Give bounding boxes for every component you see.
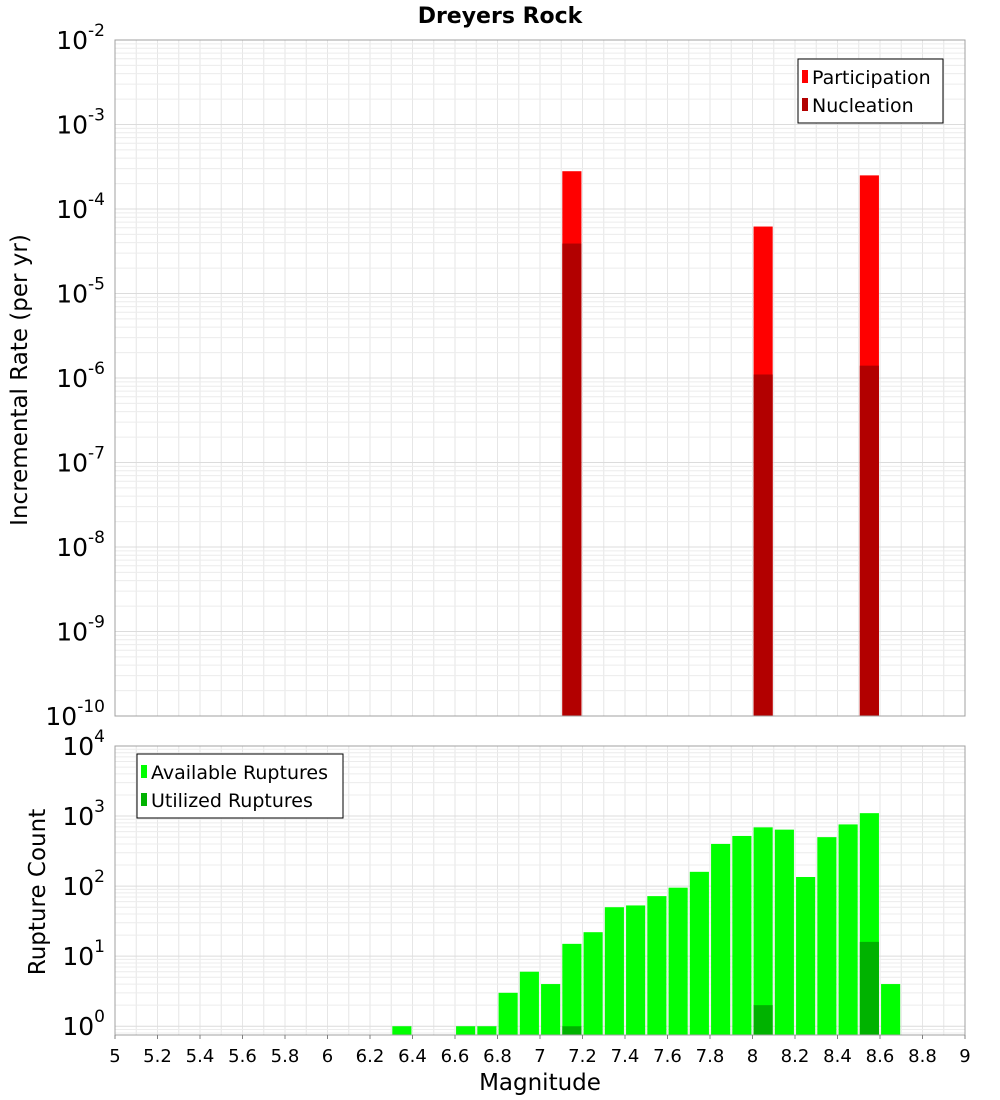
bottom-legend-label: Utilized Ruptures bbox=[151, 790, 313, 812]
x-tick-label: 5.8 bbox=[271, 1046, 300, 1067]
bottom-bar-available-ruptures bbox=[732, 835, 752, 1035]
top-legend-box bbox=[797, 58, 944, 124]
bottom-y-tick-label: 101 bbox=[62, 937, 105, 971]
bottom-y-tick-label: 104 bbox=[62, 727, 105, 761]
x-tick-label: 6.2 bbox=[356, 1046, 385, 1067]
x-tick-label: 6.4 bbox=[398, 1046, 427, 1067]
x-tick-label: 7.2 bbox=[568, 1046, 597, 1067]
bottom-y-tick-label: 100 bbox=[62, 1007, 105, 1041]
x-tick-label: 5 bbox=[109, 1046, 120, 1067]
x-tick-label: 8.2 bbox=[781, 1046, 810, 1067]
x-tick-label: 5.6 bbox=[228, 1046, 257, 1067]
top-bar-nucleation bbox=[753, 374, 773, 716]
top-legend-swatch bbox=[802, 70, 808, 83]
top-bar-nucleation bbox=[562, 243, 582, 716]
top-y-tick-label: 10-6 bbox=[56, 359, 105, 393]
x-tick-label: 8.8 bbox=[908, 1046, 937, 1067]
bottom-bar-utilized-ruptures bbox=[753, 1005, 773, 1035]
top-legend-label: Nucleation bbox=[812, 95, 914, 117]
top-y-tick-label: 10-9 bbox=[56, 613, 105, 647]
x-tick-label: 6 bbox=[322, 1046, 333, 1067]
top-y-tick-label: 10-3 bbox=[56, 106, 105, 140]
x-tick-label: 7.6 bbox=[653, 1046, 682, 1067]
bottom-bar-available-ruptures bbox=[626, 905, 646, 1035]
x-tick-label: 5.4 bbox=[186, 1046, 215, 1067]
bottom-bar-utilized-ruptures bbox=[859, 941, 879, 1035]
bottom-legend-swatch bbox=[141, 765, 147, 778]
x-tick-label: 5.2 bbox=[143, 1046, 172, 1067]
bottom-bar-available-ruptures bbox=[753, 827, 773, 1035]
top-legend-label: Participation bbox=[812, 67, 931, 89]
top-y-tick-label: 10-7 bbox=[56, 444, 105, 478]
bottom-bar-available-ruptures bbox=[838, 824, 858, 1035]
x-tick-label: 6.8 bbox=[483, 1046, 512, 1067]
bottom-bar-available-ruptures bbox=[498, 992, 518, 1035]
x-tick-label: 7 bbox=[534, 1046, 545, 1067]
bottom-legend-swatch bbox=[141, 793, 147, 806]
bottom-bar-available-ruptures bbox=[774, 829, 794, 1035]
bottom-y-tick-label: 102 bbox=[62, 867, 105, 901]
bottom-y-axis-label: Rupture Count bbox=[25, 809, 51, 975]
bottom-bar-available-ruptures bbox=[689, 871, 709, 1035]
x-tick-label: 8.4 bbox=[823, 1046, 852, 1067]
x-tick-label: 9 bbox=[959, 1046, 970, 1067]
chart-title: Dreyers Rock bbox=[418, 4, 584, 29]
bottom-bar-available-ruptures bbox=[456, 1026, 476, 1035]
top-legend: Participation Nucleation bbox=[797, 58, 944, 124]
x-axis-label: Magnitude bbox=[479, 1070, 601, 1096]
top-y-tick-label: 10-8 bbox=[56, 528, 105, 562]
bottom-bar-available-ruptures bbox=[541, 984, 561, 1035]
bottom-y-tick-label: 103 bbox=[62, 797, 105, 831]
bottom-bar-available-ruptures bbox=[392, 1026, 412, 1035]
bottom-bar-available-ruptures bbox=[711, 843, 731, 1035]
bottom-bar-available-ruptures bbox=[583, 932, 603, 1035]
x-tick-label: 8.6 bbox=[866, 1046, 895, 1067]
x-tick-label: 7.4 bbox=[611, 1046, 640, 1067]
bottom-legend-box bbox=[136, 753, 344, 819]
bottom-bar-available-ruptures bbox=[881, 984, 901, 1035]
bottom-bar-available-ruptures bbox=[477, 1026, 497, 1035]
bottom-bar-available-ruptures bbox=[604, 907, 624, 1035]
bottom-bar-available-ruptures bbox=[796, 876, 816, 1035]
top-y-tick-label: 10-2 bbox=[56, 21, 105, 55]
bottom-bar-available-ruptures bbox=[817, 837, 837, 1035]
top-y-tick-label: 10-4 bbox=[56, 190, 105, 224]
top-y-tick-label: 10-5 bbox=[56, 275, 105, 309]
bottom-legend-label: Available Ruptures bbox=[151, 762, 328, 784]
top-legend-swatch bbox=[802, 98, 808, 111]
bottom-bar-utilized-ruptures bbox=[562, 1026, 582, 1035]
top-plot-border bbox=[114, 39, 966, 717]
x-tick-label: 7.8 bbox=[696, 1046, 725, 1067]
bottom-bar-available-ruptures bbox=[647, 896, 667, 1035]
top-y-axis-label: Incremental Rate (per yr) bbox=[7, 234, 33, 526]
x-tick-label: 8 bbox=[747, 1046, 758, 1067]
bottom-legend: Available Ruptures Utilized Ruptures bbox=[136, 753, 344, 819]
x-tick-label: 6.6 bbox=[441, 1046, 470, 1067]
top-bar-nucleation bbox=[859, 365, 879, 716]
bottom-bar-available-ruptures bbox=[519, 971, 539, 1035]
bottom-bar-available-ruptures bbox=[668, 887, 688, 1035]
bottom-bar-available-ruptures bbox=[562, 943, 582, 1035]
top-y-tick-label: 10-10 bbox=[45, 697, 105, 731]
